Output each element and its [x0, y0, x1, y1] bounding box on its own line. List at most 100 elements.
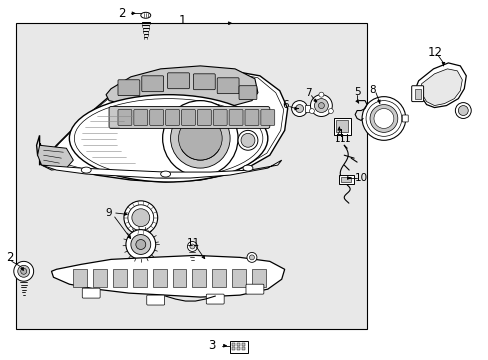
FancyBboxPatch shape	[242, 343, 244, 346]
FancyBboxPatch shape	[245, 284, 264, 294]
FancyBboxPatch shape	[142, 76, 163, 92]
Polygon shape	[232, 269, 245, 287]
FancyBboxPatch shape	[232, 343, 235, 346]
Circle shape	[189, 244, 195, 249]
FancyBboxPatch shape	[213, 109, 226, 125]
Circle shape	[20, 268, 27, 274]
Polygon shape	[133, 269, 146, 287]
FancyBboxPatch shape	[305, 105, 310, 112]
Text: 4: 4	[335, 129, 342, 139]
Circle shape	[249, 255, 254, 260]
FancyBboxPatch shape	[149, 109, 163, 125]
Bar	[16, 23, 366, 329]
FancyBboxPatch shape	[229, 109, 243, 125]
FancyBboxPatch shape	[341, 177, 350, 182]
Circle shape	[132, 209, 149, 227]
Polygon shape	[152, 269, 166, 287]
Circle shape	[126, 230, 155, 260]
FancyBboxPatch shape	[414, 89, 420, 99]
Circle shape	[454, 103, 470, 118]
Polygon shape	[212, 269, 225, 287]
Polygon shape	[192, 269, 206, 287]
FancyBboxPatch shape	[336, 121, 347, 132]
FancyBboxPatch shape	[217, 78, 239, 94]
Circle shape	[373, 109, 393, 129]
FancyBboxPatch shape	[239, 86, 256, 100]
Text: 6: 6	[282, 100, 288, 109]
FancyBboxPatch shape	[197, 109, 211, 125]
Circle shape	[178, 117, 222, 160]
Circle shape	[187, 242, 197, 251]
Text: 7: 7	[305, 88, 311, 98]
Circle shape	[241, 133, 254, 147]
Circle shape	[318, 103, 324, 109]
FancyBboxPatch shape	[134, 109, 147, 125]
Circle shape	[170, 109, 230, 168]
FancyBboxPatch shape	[242, 347, 244, 350]
Text: 11: 11	[186, 238, 200, 248]
Polygon shape	[420, 69, 461, 105]
Polygon shape	[51, 255, 284, 297]
FancyBboxPatch shape	[181, 109, 195, 125]
Circle shape	[123, 201, 157, 235]
Polygon shape	[37, 69, 287, 182]
FancyBboxPatch shape	[118, 80, 140, 96]
Text: 5: 5	[353, 87, 360, 97]
Circle shape	[309, 109, 314, 113]
Circle shape	[238, 130, 257, 150]
Text: 1: 1	[179, 14, 186, 27]
FancyBboxPatch shape	[82, 288, 100, 298]
FancyBboxPatch shape	[244, 109, 258, 125]
FancyBboxPatch shape	[118, 109, 132, 125]
Circle shape	[361, 96, 405, 140]
Polygon shape	[38, 145, 73, 170]
Text: 3: 3	[208, 339, 216, 352]
Polygon shape	[106, 66, 257, 109]
FancyBboxPatch shape	[230, 341, 247, 353]
Circle shape	[310, 95, 332, 117]
Circle shape	[131, 235, 150, 255]
FancyBboxPatch shape	[237, 347, 240, 350]
Ellipse shape	[81, 167, 91, 173]
Polygon shape	[73, 269, 87, 287]
Text: 10: 10	[354, 173, 367, 183]
Text: 12: 12	[427, 46, 442, 59]
FancyBboxPatch shape	[260, 109, 274, 125]
Polygon shape	[93, 269, 107, 287]
Polygon shape	[41, 160, 281, 178]
Circle shape	[328, 109, 333, 113]
Ellipse shape	[141, 12, 150, 18]
Polygon shape	[251, 269, 265, 287]
FancyBboxPatch shape	[109, 107, 269, 129]
Polygon shape	[172, 269, 186, 287]
Text: 9: 9	[105, 208, 112, 218]
Ellipse shape	[69, 95, 267, 182]
Circle shape	[295, 105, 303, 113]
FancyBboxPatch shape	[146, 295, 164, 305]
Circle shape	[136, 239, 145, 249]
Circle shape	[246, 252, 256, 262]
Circle shape	[318, 92, 323, 97]
FancyBboxPatch shape	[206, 294, 224, 304]
Circle shape	[18, 265, 30, 277]
Circle shape	[14, 261, 34, 281]
FancyBboxPatch shape	[237, 343, 240, 346]
Ellipse shape	[161, 171, 170, 177]
Circle shape	[291, 100, 307, 117]
Ellipse shape	[243, 165, 252, 171]
FancyBboxPatch shape	[338, 175, 353, 184]
FancyBboxPatch shape	[333, 118, 350, 135]
FancyBboxPatch shape	[167, 73, 189, 89]
FancyBboxPatch shape	[402, 115, 407, 122]
Circle shape	[314, 99, 327, 113]
Circle shape	[457, 105, 468, 116]
Text: 2: 2	[118, 7, 125, 20]
Polygon shape	[113, 269, 127, 287]
FancyBboxPatch shape	[165, 109, 179, 125]
Circle shape	[369, 105, 397, 132]
FancyBboxPatch shape	[411, 86, 423, 102]
FancyBboxPatch shape	[193, 74, 215, 90]
Polygon shape	[416, 63, 466, 108]
Text: 8: 8	[369, 85, 376, 95]
FancyBboxPatch shape	[232, 347, 235, 350]
